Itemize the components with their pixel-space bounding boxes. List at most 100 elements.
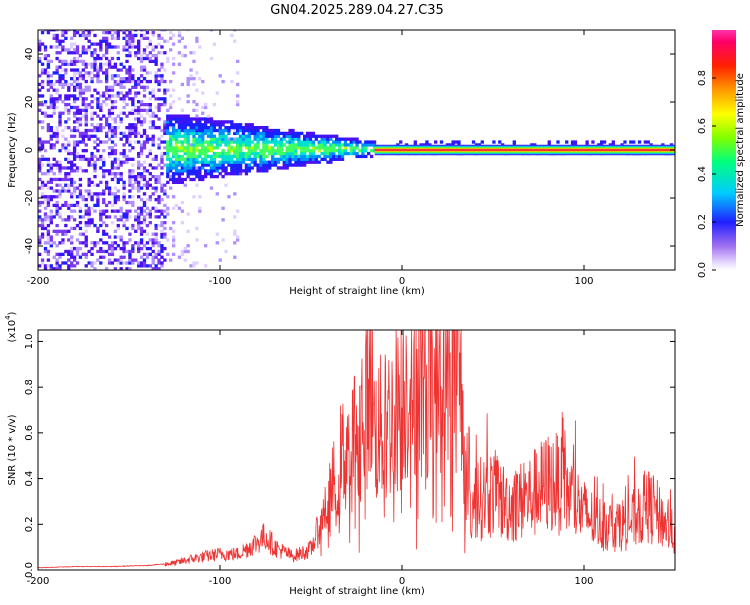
spectrogram-cell [154,235,158,239]
spectrogram-cell [134,126,138,130]
spectrogram-cell [125,215,129,219]
spectrogram-cell [177,120,182,124]
spectrogram-cell [262,131,266,136]
spectrogram-cell [171,100,176,104]
spectrogram-cell [81,88,85,92]
spectrogram-cell [166,126,170,130]
spectrogram-cell [87,45,91,49]
spectrogram-cell [259,154,263,159]
spectrogram-cell [241,126,246,130]
spectrogram-cell [212,140,217,144]
spectrogram-cell [329,137,333,141]
spectrogram-cell [233,146,237,150]
spectrogram-cell [93,192,97,196]
spectrogram-cell [116,33,120,38]
spectrogram-cell [102,114,106,118]
spectrogram-cell [52,229,56,233]
spectrogram-cell [157,261,161,265]
spectrogram-cell [320,157,324,161]
spectrogram-cell [78,206,83,210]
spectrogram-cell [137,39,141,43]
spectrogram-cell [262,126,266,130]
spectrogram-cell [131,126,135,130]
spectrogram-cell [61,45,65,49]
spectrogram-cell [131,172,135,176]
spectrogram-cell [285,166,289,170]
spectrogram-cell [169,117,173,121]
spectrogram-cell [52,131,56,136]
spectrogram-cell [137,221,141,225]
spectrogram-cell [349,146,353,150]
spectrogram-cell [131,85,135,89]
spectrogram-cell [75,97,80,101]
spectrogram-cell [157,143,161,147]
spectrogram-cell [151,59,155,64]
spectrogram-cell [238,163,243,167]
spectrogram-cell [90,154,94,159]
spectrogram-cell [128,74,132,78]
spectrogram-cell [139,30,144,32]
spectrogram-cell [157,198,161,202]
spectrogram-cell [209,146,214,150]
spectrogram-cell [93,174,97,179]
spectrogram-cell [46,180,51,184]
spectrogram-cell [154,252,158,256]
spectrogram-cell [186,77,190,81]
spectrogram-cell [171,117,176,121]
spectrogram-cell [183,45,187,49]
spectrogram-cell [125,79,129,84]
spectrogram-cell [177,123,182,127]
spectrogram-cell [233,241,237,245]
spectrogram-cell [629,140,633,144]
spectrogram-cell [183,149,187,153]
spectrogram-cell [84,105,88,110]
spectrogram-cell [238,157,243,161]
spectrogram-cell [177,131,182,136]
spectrogram-cell [212,146,217,150]
spectrogram-cell [93,134,97,138]
spectrogram-cell [192,126,196,130]
spectrogram-cell [87,206,91,210]
spectrogram-cell [253,151,257,156]
spectrogram-cell [67,183,71,187]
spectrogram-cell [84,169,88,173]
spectrogram-cell [142,146,147,150]
spectrogram-cell [137,45,141,49]
spectrogram-cell [110,160,115,164]
spectrogram-cell [186,229,190,233]
spectrogram-cell [93,154,97,159]
spectrogram-cell [93,33,97,38]
spectrogram-cell [236,172,240,176]
spectrogram-cell [233,166,237,170]
spectrogram-cell [145,198,150,202]
spectrogram-cell [110,126,115,130]
spectrogram-cell [99,62,103,66]
spectrogram-cell [244,154,249,159]
spectrogram-cell [128,261,132,265]
spectrogram-cell [110,85,115,89]
spectrogram-cell [75,186,80,190]
spectrogram-cell [198,123,202,127]
spectrogram-cell [55,258,59,262]
spectrogram-cell [110,203,115,208]
spectrogram-cell [154,77,158,81]
spectrogram-cell [238,128,243,133]
y-tick-label: 0.4 [24,471,35,487]
spectrogram-cell [58,212,62,216]
spectrogram-cell [203,160,208,164]
spectrogram-cell [122,85,126,89]
spectrogram-cell [305,143,310,147]
spectrogram-cell [192,51,196,55]
spectrogram-cell [78,131,83,136]
spectrogram-cell [270,140,275,144]
spectrogram-cell [84,212,88,216]
spectrogram-cell [110,30,115,32]
spectrogram-cell [46,88,51,92]
spectrogram-cell [157,42,161,46]
spectrogram-cell [262,160,266,164]
spectrogram-cell [247,157,251,161]
spectrogram-cell [134,258,138,262]
spectrogram-cell [247,154,251,159]
spectrogram-cell [302,163,307,167]
spectrogram-cell [58,252,62,256]
